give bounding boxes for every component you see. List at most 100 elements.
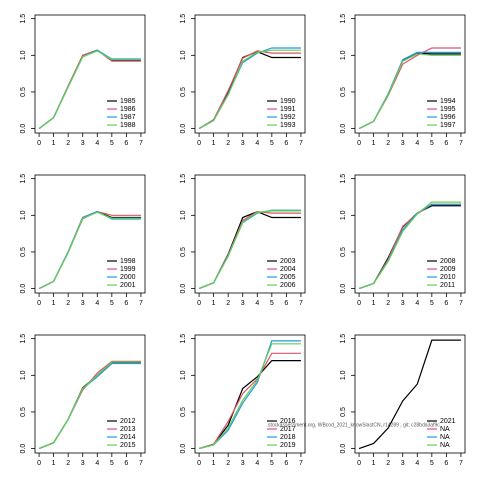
legend-label: 1997 bbox=[440, 122, 456, 129]
legend-label: 2008 bbox=[440, 258, 456, 265]
y-tick-label: 0.0 bbox=[180, 124, 187, 134]
legend-label: NA bbox=[440, 434, 450, 441]
legend-label: 2010 bbox=[440, 274, 456, 281]
series-line bbox=[358, 53, 461, 130]
y-tick-label: 1.5 bbox=[340, 14, 347, 24]
legend-label: 1993 bbox=[280, 122, 296, 129]
legend-label: 2019 bbox=[280, 442, 296, 449]
x-tick-label: 1 bbox=[372, 300, 376, 307]
y-tick-label: 0.0 bbox=[20, 124, 27, 134]
legend-label: 2014 bbox=[120, 434, 136, 441]
x-tick-label: 1 bbox=[52, 460, 56, 467]
x-tick-label: 6 bbox=[444, 300, 448, 307]
legend-label: 1986 bbox=[120, 106, 136, 113]
legend-label: 2001 bbox=[120, 282, 136, 289]
x-tick-label: 0 bbox=[197, 460, 201, 467]
legend-label: 1998 bbox=[120, 258, 136, 265]
series-line bbox=[38, 361, 141, 450]
x-tick-label: 5 bbox=[110, 140, 114, 147]
y-tick-label: 0.5 bbox=[180, 407, 187, 417]
x-tick-label: 2 bbox=[226, 460, 230, 467]
y-tick-label: 0.0 bbox=[340, 444, 347, 454]
legend-label: 1994 bbox=[440, 98, 456, 105]
y-tick-label: 0.5 bbox=[180, 247, 187, 257]
y-tick-label: 1.0 bbox=[180, 370, 187, 380]
x-tick-label: 7 bbox=[299, 140, 303, 147]
y-tick-label: 0.5 bbox=[340, 247, 347, 257]
y-tick-label: 0.5 bbox=[340, 87, 347, 97]
y-tick-label: 0.5 bbox=[20, 87, 27, 97]
x-tick-label: 7 bbox=[459, 300, 463, 307]
x-tick-label: 0 bbox=[197, 140, 201, 147]
legend-label: 1995 bbox=[440, 106, 456, 113]
x-tick-label: 4 bbox=[415, 300, 419, 307]
series-line bbox=[358, 201, 461, 290]
plot-box bbox=[194, 174, 306, 294]
y-tick-label: 1.5 bbox=[180, 14, 187, 24]
legend-label: 1985 bbox=[120, 98, 136, 105]
y-tick-label: 0.0 bbox=[340, 284, 347, 294]
legend-label: 2015 bbox=[120, 442, 136, 449]
plot-box bbox=[354, 174, 466, 294]
x-tick-label: 7 bbox=[139, 140, 143, 147]
x-tick-label: 6 bbox=[124, 460, 128, 467]
y-tick-label: 1.0 bbox=[340, 50, 347, 60]
x-tick-label: 3 bbox=[241, 140, 245, 147]
x-tick-label: 1 bbox=[52, 140, 56, 147]
x-tick-label: 4 bbox=[95, 460, 99, 467]
legend-label: 1996 bbox=[440, 114, 456, 121]
x-tick-label: 5 bbox=[430, 460, 434, 467]
y-tick-label: 1.0 bbox=[340, 370, 347, 380]
y-tick-label: 1.0 bbox=[180, 50, 187, 60]
y-tick-label: 0.5 bbox=[340, 407, 347, 417]
x-tick-label: 1 bbox=[212, 300, 216, 307]
x-tick-label: 5 bbox=[270, 460, 274, 467]
legend-label: 2009 bbox=[440, 266, 456, 273]
legend-label: 2011 bbox=[440, 282, 455, 289]
y-tick-label: 0.0 bbox=[180, 284, 187, 294]
x-tick-label: 7 bbox=[139, 300, 143, 307]
y-tick-label: 1.0 bbox=[340, 210, 347, 220]
legend-label: 2006 bbox=[280, 282, 296, 289]
x-tick-label: 5 bbox=[110, 460, 114, 467]
legend-label: 2016 bbox=[280, 418, 296, 425]
x-tick-label: 0 bbox=[357, 140, 361, 147]
x-tick-label: 0 bbox=[37, 460, 41, 467]
x-tick-label: 4 bbox=[255, 300, 259, 307]
x-tick-label: 6 bbox=[444, 140, 448, 147]
legend-label: 2013 bbox=[120, 426, 136, 433]
series-line bbox=[198, 343, 301, 450]
x-tick-label: 6 bbox=[124, 300, 128, 307]
x-tick-label: 3 bbox=[81, 140, 85, 147]
plot-box bbox=[354, 14, 466, 134]
legend-label: 2021 bbox=[440, 418, 456, 425]
legend-label: 1987 bbox=[120, 114, 136, 121]
legend-label: 2018 bbox=[280, 434, 296, 441]
x-tick-label: 5 bbox=[270, 300, 274, 307]
x-tick-label: 5 bbox=[270, 140, 274, 147]
annotation: stockassessment.org, WBcod_2021_knowSlas… bbox=[268, 422, 440, 428]
x-tick-label: 3 bbox=[241, 460, 245, 467]
x-tick-label: 2 bbox=[386, 460, 390, 467]
y-tick-label: 1.5 bbox=[180, 334, 187, 344]
x-tick-label: 6 bbox=[124, 140, 128, 147]
x-tick-label: 2 bbox=[66, 300, 70, 307]
x-tick-label: 0 bbox=[197, 300, 201, 307]
y-tick-label: 1.0 bbox=[20, 370, 27, 380]
series-line bbox=[38, 50, 141, 130]
x-tick-label: 1 bbox=[212, 140, 216, 147]
x-tick-label: 4 bbox=[95, 140, 99, 147]
legend-label: 2004 bbox=[280, 266, 296, 273]
y-tick-label: 0.0 bbox=[20, 284, 27, 294]
y-tick-label: 0.0 bbox=[180, 444, 187, 454]
legend-label: 2003 bbox=[280, 258, 296, 265]
x-tick-label: 3 bbox=[81, 300, 85, 307]
y-tick-label: 1.5 bbox=[20, 174, 27, 184]
x-tick-label: 3 bbox=[81, 460, 85, 467]
x-tick-label: 6 bbox=[444, 460, 448, 467]
x-tick-label: 4 bbox=[95, 300, 99, 307]
legend-label: NA bbox=[440, 426, 450, 433]
plot-box bbox=[354, 334, 466, 454]
x-tick-label: 7 bbox=[299, 460, 303, 467]
x-tick-label: 4 bbox=[415, 140, 419, 147]
